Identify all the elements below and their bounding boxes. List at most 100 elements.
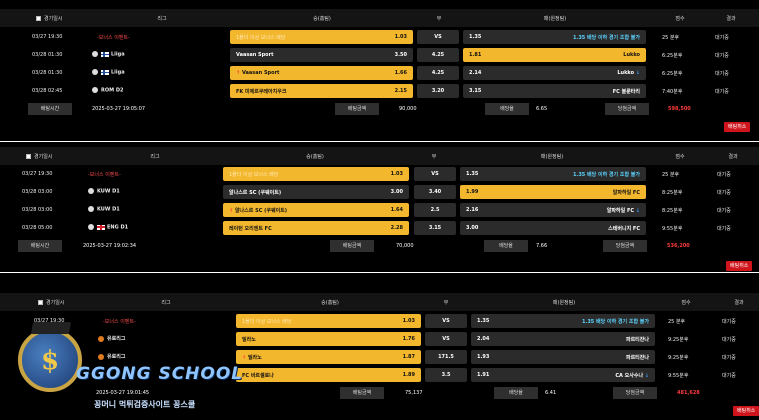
cancel-bet-button[interactable]: 배팅취소	[726, 261, 753, 271]
col-result: 결과	[726, 15, 736, 22]
away-team: 1.35 배당 이하 경기 조합 불가	[581, 319, 649, 325]
col-home: 승(홈팀)	[306, 153, 324, 160]
draw-odds-button[interactable]: 3.40	[414, 185, 456, 199]
col-away: 패(원정팀)	[540, 153, 564, 160]
select-all-checkbox[interactable]	[26, 153, 31, 159]
away-odds-button[interactable]: 1.81 Lukko	[463, 48, 646, 62]
col-home: 승(홈팀)	[321, 299, 339, 306]
away-odds-button[interactable]: 1.99 알파하일 FC	[460, 185, 646, 199]
home-odds-button[interactable]: FC 바르셀로나 1.89	[236, 368, 421, 382]
draw-odds: 4.25	[431, 52, 445, 58]
select-all-checkbox[interactable]	[38, 299, 43, 305]
draw-odds-button[interactable]: VS	[417, 30, 459, 44]
cancel-bet-button[interactable]: 배팅취소	[724, 122, 751, 132]
up-arrow-icon: ↑	[242, 355, 247, 361]
draw-odds-button[interactable]: VS	[425, 314, 467, 328]
down-arrow-icon: ↓	[644, 373, 649, 379]
home-odds-button[interactable]: 1폴더 이상 보너스 배당 1.03	[236, 314, 421, 328]
away-odds-button[interactable]: 3.00 스테버니지 FC	[460, 221, 646, 235]
draw-odds: 2.5	[430, 207, 440, 213]
bet-slip-3: 경기일시 리그 승(홈팀) 무 패(원정팀) 점수 결과 03/27 19:30…	[0, 291, 759, 420]
bet-amount: 90,000	[399, 106, 417, 112]
home-odds: 1.03	[394, 34, 407, 40]
match-result: 대기중	[717, 208, 731, 214]
match-date: 03/28 01:30	[32, 70, 63, 76]
league-name: Liiga	[111, 51, 125, 58]
away-odds-button[interactable]: 2.16 알파하일 FC ↓	[460, 203, 646, 217]
match-result: 대기중	[717, 226, 731, 232]
match-result: 대기중	[722, 373, 736, 379]
away-odds-button[interactable]: 2.14 Lukko ↓	[463, 66, 646, 80]
bet-header: 경기일시 리그 승(홈팀) 무 패(원정팀) 점수 결과	[0, 147, 759, 165]
draw-odds-button[interactable]: VS	[414, 167, 456, 181]
col-draw: 무	[443, 299, 449, 306]
away-team: 알파하일 FC	[606, 208, 635, 214]
home-odds-button[interactable]: 알나스르 SC (쿠웨이트) 3.00	[223, 185, 409, 199]
home-odds: 3.00	[390, 189, 403, 195]
bet-amount-label: 배팅금액	[340, 387, 384, 399]
bet-summary: 배팅시간 2025-03-27 19:05:07 배팅금액 90,000 배당율…	[0, 101, 759, 117]
draw-odds-button[interactable]: 4.25	[417, 48, 459, 62]
home-odds-button[interactable]: 레이턴 오리엔트 FC 2.28	[223, 221, 409, 235]
draw-odds-button[interactable]: 3.15	[414, 221, 456, 235]
league-name: 유로리그	[107, 354, 126, 360]
table-row: 03/28 01:30 Liiga Vaasan Sport 3.50 4.25…	[0, 46, 759, 64]
away-odds-button[interactable]: 1.35 1.35 배당 이하 경기 조합 불가	[460, 167, 646, 181]
away-team: Lukko	[617, 70, 635, 76]
away-team: 스테버니지 FC	[608, 226, 640, 232]
coin-icon: $	[18, 328, 82, 392]
col-league: 리그	[150, 153, 160, 160]
bet-time: 2025-03-27 19:05:07	[92, 106, 146, 112]
away-odds-button[interactable]: 2.04 파르티잔나	[471, 332, 655, 346]
cancel-bet-button[interactable]: 배팅취소	[733, 406, 759, 416]
match-score: 8:25분후	[662, 208, 683, 214]
table-row: 03/27 19:30 -보너스 이벤트- 1폴더 이상 보너스 배당 1.03…	[0, 312, 759, 330]
home-odds: 1.89	[402, 372, 415, 378]
home-odds-button[interactable]: 밀라노 1.76	[236, 332, 421, 346]
soccer-ball-icon	[88, 224, 94, 230]
away-team: 파르티잔나	[625, 355, 649, 361]
draw-odds-button[interactable]: 4.25	[417, 66, 459, 80]
home-team: 1폴더 이상 보너스 배당	[236, 35, 286, 41]
away-odds-button[interactable]: 3.15 FC 볼룬타리	[463, 84, 646, 98]
select-all-checkbox[interactable]	[36, 15, 41, 21]
draw-odds-button[interactable]: 3.20	[417, 84, 459, 98]
away-odds-button[interactable]: 1.35 1.35 배당 이하 경기 조합 불가	[463, 30, 646, 44]
draw-odds: VS	[431, 171, 439, 177]
home-odds-button[interactable]: ↑ Vaasan Sport 1.66	[230, 66, 413, 80]
away-team: Lukko	[623, 52, 640, 58]
draw-odds: 3.20	[431, 88, 445, 94]
draw-odds-button[interactable]: VS	[425, 332, 467, 346]
draw-odds-button[interactable]: 171.5	[425, 350, 467, 364]
home-odds-button[interactable]: ↑ 밀라노 1.87	[236, 350, 421, 364]
away-team: 알파하일 FC	[612, 190, 640, 196]
col-away: 패(원정팀)	[552, 299, 576, 306]
home-team: 밀라노	[242, 337, 256, 343]
away-odds-button[interactable]: 1.35 1.35 배당 이하 경기 조합 불가	[471, 314, 655, 328]
away-team: FC 볼룬타리	[612, 89, 640, 95]
away-odds: 1.81	[469, 52, 482, 58]
draw-odds-button[interactable]: 2.5	[414, 203, 456, 217]
draw-odds-button[interactable]: 3.5	[425, 368, 467, 382]
home-odds-button[interactable]: FK 미에르쿠레아치우크 2.15	[230, 84, 413, 98]
home-odds-button[interactable]: Vaasan Sport 3.50	[230, 48, 413, 62]
home-odds: 1.03	[390, 171, 403, 177]
home-odds-button[interactable]: ↑ 알나스르 SC (쿠웨이트) 1.64	[223, 203, 409, 217]
match-score: 9:25분후	[668, 337, 689, 343]
home-odds-button[interactable]: 1폴더 이상 보너스 배당 1.03	[223, 167, 409, 181]
away-odds: 2.16	[466, 207, 479, 213]
finland-flag-icon	[101, 69, 109, 75]
finland-flag-icon	[101, 51, 109, 57]
basketball-icon	[98, 335, 104, 342]
col-date: 경기일시	[34, 153, 53, 160]
home-odds: 2.15	[394, 88, 407, 94]
hockey-icon	[92, 69, 98, 75]
home-odds-button[interactable]: 1폴더 이상 보너스 배당 1.03	[230, 30, 413, 44]
away-team: 1.35 배당 이하 경기 조합 불가	[572, 35, 640, 41]
col-score: 점수	[675, 153, 685, 160]
table-row: 03/28 03:00 KUW D1 ↑ 알나스르 SC (쿠웨이트) 1.64…	[0, 201, 759, 219]
home-team: 알나스르 SC (쿠웨이트)	[234, 208, 288, 214]
away-odds-button[interactable]: 1.93 파르티잔나	[471, 350, 655, 364]
home-team: FC 바르셀로나	[242, 373, 274, 379]
away-odds-button[interactable]: 1.91 CA 오사수나 ↓	[471, 368, 655, 382]
